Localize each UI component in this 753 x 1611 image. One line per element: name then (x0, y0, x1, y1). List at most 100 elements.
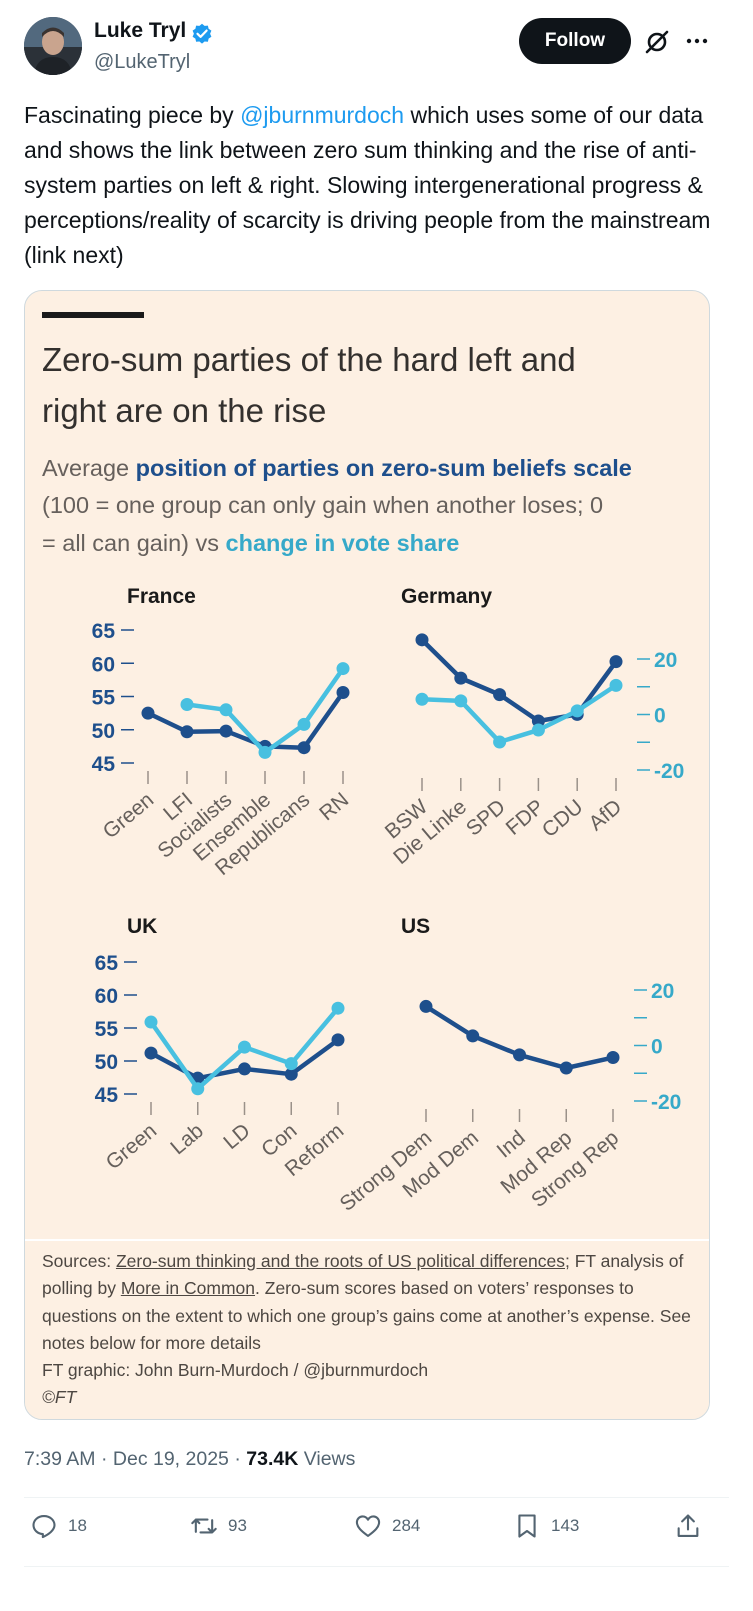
reply-count: 18 (68, 1516, 87, 1535)
ft-rule (42, 312, 144, 318)
chart-title-line2: right are on the rise (42, 392, 326, 429)
meta-separator: · (228, 1448, 247, 1470)
chart-subtitle-line3: = all can gain) vs change in vote share (42, 530, 459, 556)
y-tick-label: 65 (95, 952, 119, 975)
data-point (258, 745, 272, 759)
bookmark-icon (518, 1514, 536, 1538)
data-point (238, 1062, 251, 1076)
x-tick-label: Green (99, 788, 159, 843)
data-point (454, 671, 468, 685)
x-tick-label: RN (315, 788, 353, 825)
reply-button[interactable]: 18 (30, 1512, 87, 1540)
data-point (331, 1001, 345, 1015)
mention-link[interactable]: @jburnmurdoch (240, 102, 405, 128)
tweet-header: Luke Tryl @LukeTryl Follow (24, 17, 729, 77)
series-line (420, 638, 618, 724)
y-tick-label: 45 (92, 753, 116, 776)
y2-tick-label: -20 (651, 1091, 681, 1114)
verified-badge-icon (192, 23, 212, 44)
chart-subtitle-line2: (100 = one group can only gain when anot… (42, 492, 603, 518)
chart-graphic: Zero-sum parties of the hard left and ri… (42, 312, 684, 1216)
y2-tick-label: 0 (654, 705, 666, 728)
handle[interactable]: @LukeTryl (94, 51, 191, 73)
data-point (144, 1015, 158, 1029)
x-tick-label: Lab (166, 1119, 208, 1159)
y-tick-label: 50 (95, 1051, 118, 1074)
data-point (513, 1048, 526, 1062)
views-count: 73.4K (246, 1448, 299, 1470)
chart-panel-title: France (127, 585, 196, 608)
y-tick-label: 45 (95, 1084, 119, 1107)
data-point (606, 1051, 620, 1065)
y2-tick-label: -20 (654, 760, 684, 783)
data-point (144, 1046, 158, 1060)
series-line (147, 691, 345, 750)
sources-text: ; FT analysis of polling by (42, 1251, 684, 1299)
tweet-text-part: Fascinating piece by (24, 102, 241, 128)
follow-button[interactable]: Follow (519, 18, 631, 64)
data-point (415, 692, 429, 706)
data-point (415, 633, 429, 647)
chart-subtitle-line1: Average position of parties on zero-sum … (42, 455, 632, 481)
chart-panel-title: UK (127, 915, 157, 938)
tweet-date[interactable]: Dec 19, 2025 (112, 1448, 229, 1470)
data-point (493, 688, 507, 702)
data-point (284, 1057, 298, 1071)
data-point (609, 655, 623, 669)
y2-tick-label: 20 (654, 649, 677, 672)
data-point (238, 1040, 251, 1054)
more-icon[interactable] (685, 29, 709, 53)
y2-tick-label: 20 (651, 980, 674, 1003)
share-button[interactable] (674, 1512, 702, 1540)
like-button[interactable]: 284 (354, 1512, 420, 1540)
y-tick-label: 60 (92, 653, 115, 676)
chart-card[interactable]: Zero-sum parties of the hard left and ri… (24, 290, 710, 1420)
meta-separator: · (95, 1448, 113, 1470)
share-icon (677, 1514, 699, 1537)
source-link-1[interactable]: Zero-sum thinking and the roots of US po… (115, 1251, 566, 1271)
grok-icon[interactable] (644, 29, 670, 55)
y-tick-label: 65 (92, 620, 116, 643)
repost-button[interactable]: 93 (190, 1512, 247, 1540)
tweet-time[interactable]: 7:39 AM (24, 1448, 96, 1470)
series-line (186, 667, 345, 755)
data-point (219, 724, 233, 738)
ft-copyright: ©FT (42, 1387, 77, 1408)
y-tick-label: 50 (92, 720, 115, 743)
data-point (331, 1033, 345, 1047)
data-point (609, 678, 623, 692)
data-point (559, 1061, 573, 1075)
reply-icon (32, 1515, 56, 1539)
source-link-2[interactable]: More in Common (120, 1278, 256, 1299)
data-point (297, 717, 311, 731)
chart-sources: Sources: Zero-sum thinking and the roots… (42, 1248, 697, 1412)
x-tick-label: AfD (585, 795, 627, 835)
sources-strip (25, 1239, 709, 1419)
divider (24, 1566, 729, 1567)
chart-credit: FT graphic: John Burn-Murdoch / @jburnmu… (42, 1360, 429, 1381)
data-point (191, 1082, 205, 1096)
avatar[interactable] (24, 17, 82, 75)
chart-panel-title: US (401, 915, 430, 938)
like-count: 284 (392, 1516, 421, 1535)
x-tick-label: FDP (502, 795, 549, 840)
x-tick-label: CDU (538, 795, 588, 842)
x-tick-label: Green (102, 1119, 162, 1174)
heart-icon (355, 1515, 381, 1537)
repost-count: 93 (228, 1516, 247, 1535)
data-point (336, 662, 350, 676)
sources-label: Sources: (42, 1251, 116, 1271)
display-name[interactable]: Luke Tryl (94, 19, 187, 42)
data-point (531, 714, 545, 728)
tweet-text: Fascinating piece by @jburnmurdoch which… (24, 98, 729, 273)
y-tick-label: 55 (95, 1018, 119, 1041)
bookmark-button[interactable]: 143 (513, 1512, 579, 1540)
y2-tick-label: 0 (651, 1036, 663, 1059)
chart-panel-title: Germany (401, 585, 492, 608)
data-point (570, 704, 584, 718)
sources-text: . Zero-sum scores based on voters’ respo… (42, 1278, 691, 1353)
data-point (454, 694, 468, 708)
data-point (180, 725, 194, 739)
series-line (421, 683, 618, 745)
tweet-text-part: which uses some of our data and shows th… (24, 102, 711, 268)
